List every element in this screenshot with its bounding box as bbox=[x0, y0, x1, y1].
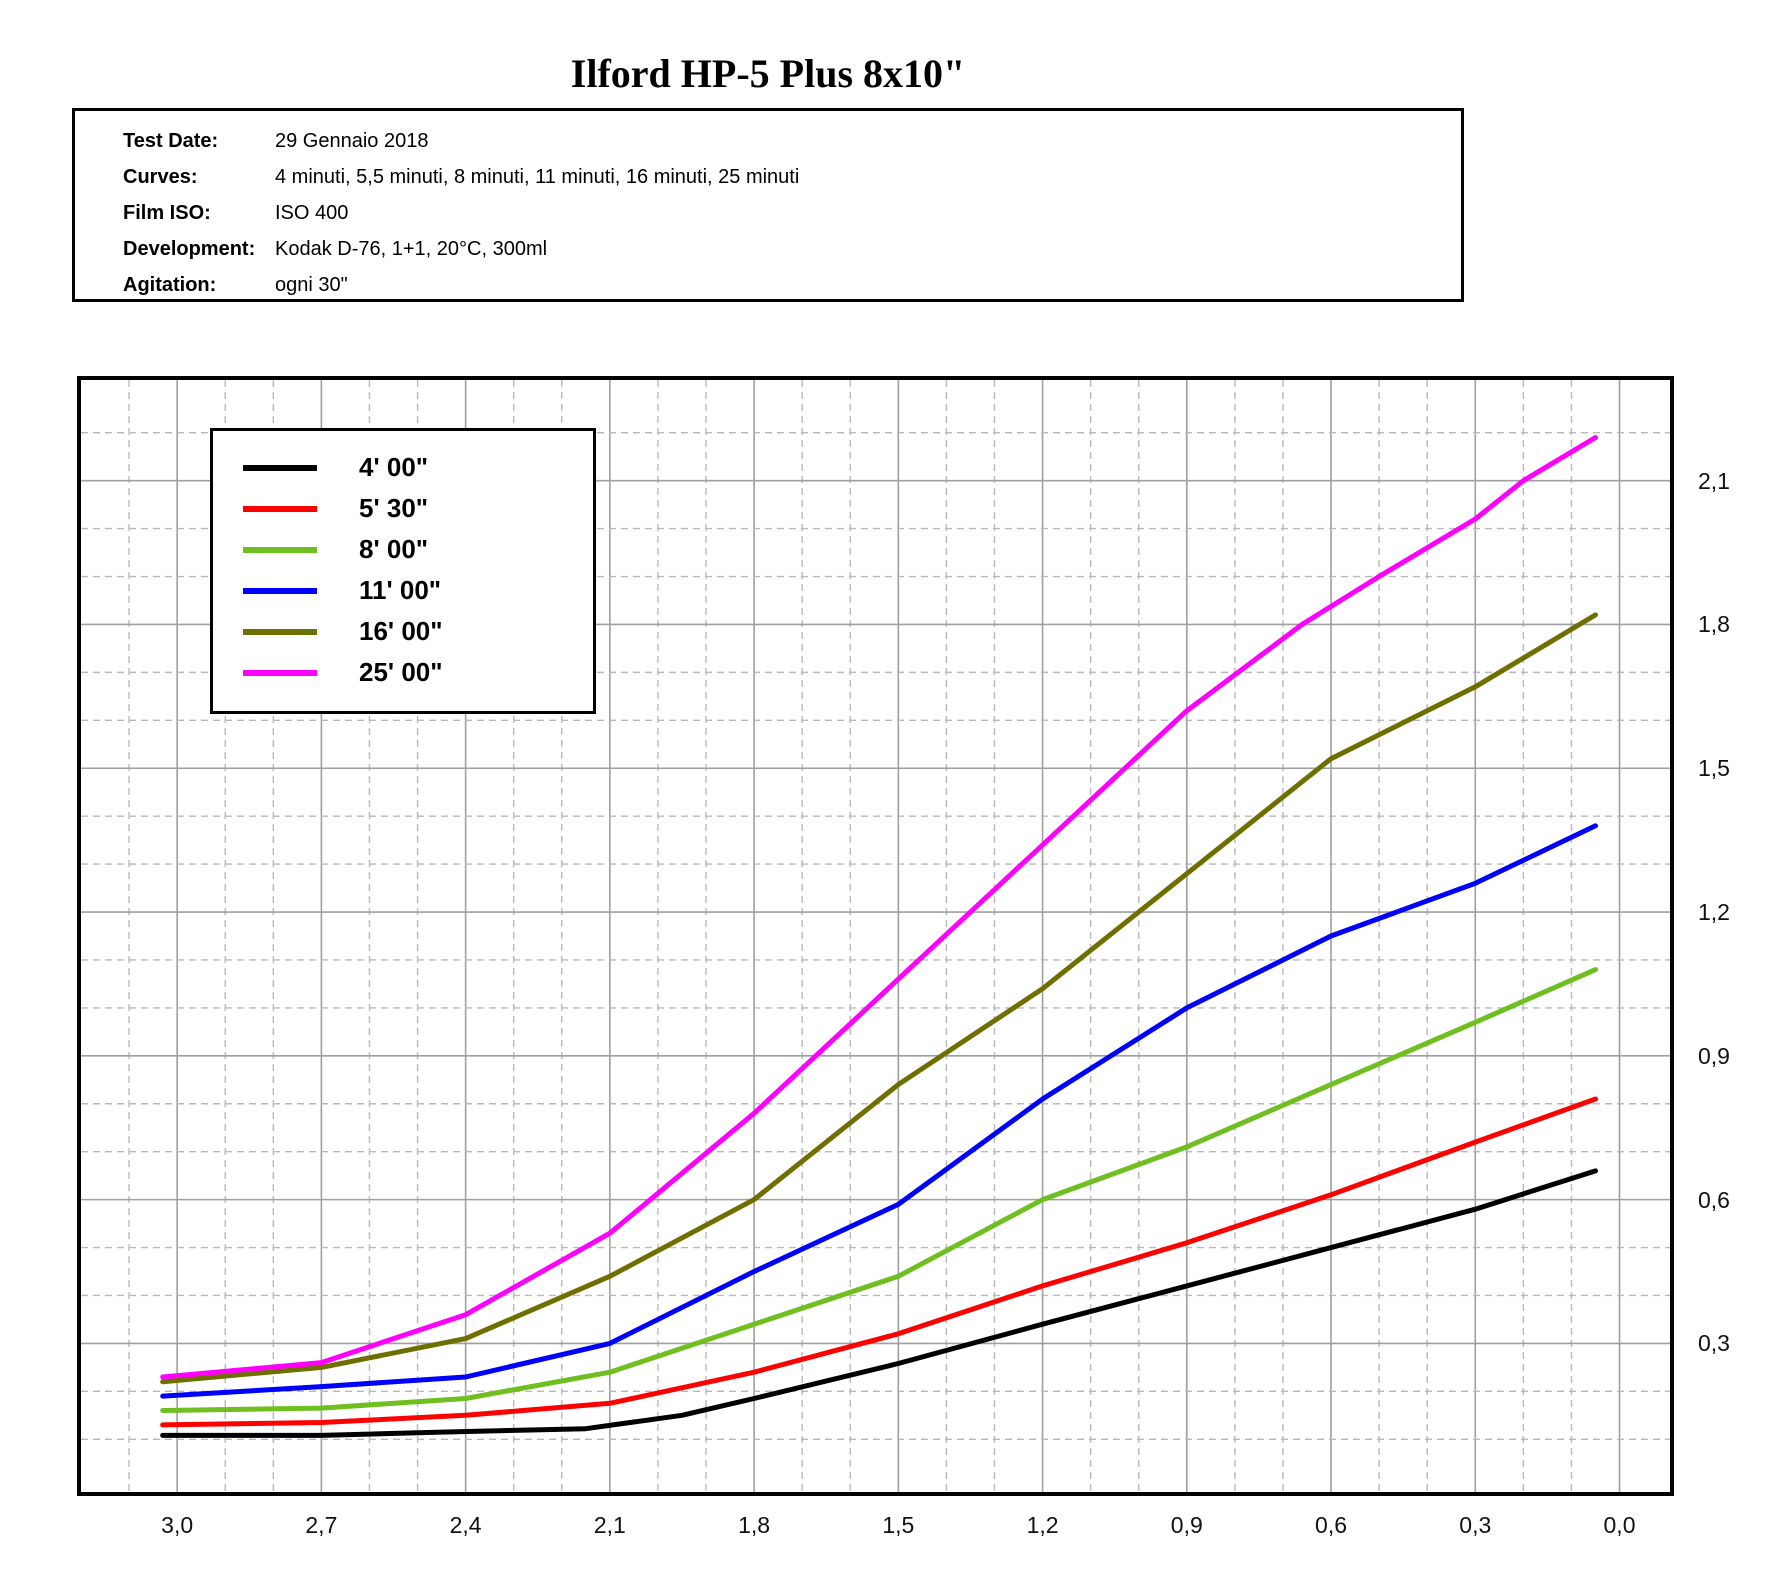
x-tick-label: 2,4 bbox=[449, 1512, 482, 1538]
x-tick-label: 2,7 bbox=[305, 1512, 338, 1538]
info-label: Curves: bbox=[123, 166, 198, 188]
y-tick-label: 1,2 bbox=[1698, 899, 1730, 926]
x-tick-label: 1,8 bbox=[738, 1512, 771, 1538]
info-value: ISO 400 bbox=[275, 202, 349, 224]
legend-swatch-curve-4min bbox=[243, 464, 317, 471]
info-value: Kodak D-76, 1+1, 20°C, 300ml bbox=[275, 238, 548, 260]
curve-16min bbox=[160, 612, 1598, 1385]
x-tick-label: 1,5 bbox=[882, 1512, 915, 1538]
info-row: Film ISO: ISO 400 bbox=[75, 195, 1461, 231]
legend-swatch-curve-11min bbox=[243, 587, 317, 594]
info-box: Test Date: 29 Gennaio 2018 Curves: 4 minuti… bbox=[72, 108, 1464, 302]
legend-label: 11' 00" bbox=[359, 575, 442, 605]
info-label: Agitation: bbox=[123, 274, 217, 296]
curve-8min bbox=[160, 967, 1598, 1413]
legend: 4' 00" 5' 30" 8' 00" 11' 00" 16' 00" 25' 00" bbox=[210, 428, 596, 714]
y-tick-label: 2,1 bbox=[1698, 467, 1730, 494]
info-value: 4 minuti, 5,5 minuti, 8 minuti, 11 minut… bbox=[275, 166, 800, 188]
info-value: 29 Gennaio 2018 bbox=[275, 130, 429, 152]
legend-label: 5' 30" bbox=[359, 493, 429, 523]
chart-plot-svg bbox=[81, 380, 1670, 1492]
info-label: Film ISO: bbox=[123, 202, 211, 224]
curve-5m30 bbox=[160, 1096, 1598, 1428]
x-tick-label: 1,2 bbox=[1026, 1512, 1059, 1538]
legend-label: 16' 00" bbox=[359, 616, 443, 646]
legend-label: 25' 00" bbox=[359, 657, 443, 687]
x-tick-label: 2,1 bbox=[593, 1512, 626, 1538]
y-tick-label: 0,6 bbox=[1698, 1186, 1730, 1213]
x-tick-label: 0,6 bbox=[1315, 1512, 1348, 1538]
legend-item-curve-25min: 25' 00" bbox=[213, 652, 593, 693]
info-row: Development: Kodak D-76, 1+1, 20°C, 300ml bbox=[75, 231, 1461, 267]
chart-area: 4' 00" 5' 30" 8' 00" 11' 00" 16' 00" 25' 00" bbox=[77, 376, 1674, 1496]
y-tick-label: 0,3 bbox=[1698, 1330, 1730, 1357]
info-label: Test Date: bbox=[123, 130, 219, 152]
x-tick-label: 0,0 bbox=[1603, 1512, 1636, 1538]
info-value: ogni 30" bbox=[275, 274, 348, 296]
y-tick-label: 0,9 bbox=[1698, 1042, 1730, 1069]
legend-item-curve-4min: 4' 00" bbox=[213, 447, 593, 488]
legend-item-curve-8min: 8' 00" bbox=[213, 529, 593, 570]
legend-label: 4' 00" bbox=[359, 452, 429, 482]
legend-item-curve-5m30: 5' 30" bbox=[213, 488, 593, 529]
legend-swatch-curve-16min bbox=[243, 628, 317, 635]
legend-swatch-curve-8min bbox=[243, 546, 317, 553]
y-tick-label: 1,5 bbox=[1698, 755, 1730, 782]
legend-label: 8' 00" bbox=[359, 534, 429, 564]
x-tick-label: 0,9 bbox=[1170, 1512, 1203, 1538]
legend-swatch-curve-5m30 bbox=[243, 505, 317, 512]
curve-4min bbox=[160, 1168, 1598, 1438]
curve-11min bbox=[160, 823, 1598, 1399]
legend-item-curve-11min: 11' 00" bbox=[213, 570, 593, 611]
legend-item-curve-16min: 16' 00" bbox=[213, 611, 593, 652]
page-title: Ilford HP-5 Plus 8x10" bbox=[570, 51, 966, 96]
y-tick-label: 1,8 bbox=[1698, 611, 1730, 638]
info-row: Agitation: ogni 30" bbox=[75, 267, 1461, 303]
info-label: Development: bbox=[123, 238, 256, 260]
legend-swatch-curve-25min bbox=[243, 669, 317, 676]
info-row: Curves: 4 minuti, 5,5 minuti, 8 minuti, 1… bbox=[75, 159, 1461, 195]
curve-25min bbox=[160, 435, 1598, 1380]
x-tick-label: 3,0 bbox=[161, 1512, 194, 1538]
x-tick-label: 0,3 bbox=[1459, 1512, 1492, 1538]
info-row: Test Date: 29 Gennaio 2018 bbox=[75, 123, 1461, 159]
